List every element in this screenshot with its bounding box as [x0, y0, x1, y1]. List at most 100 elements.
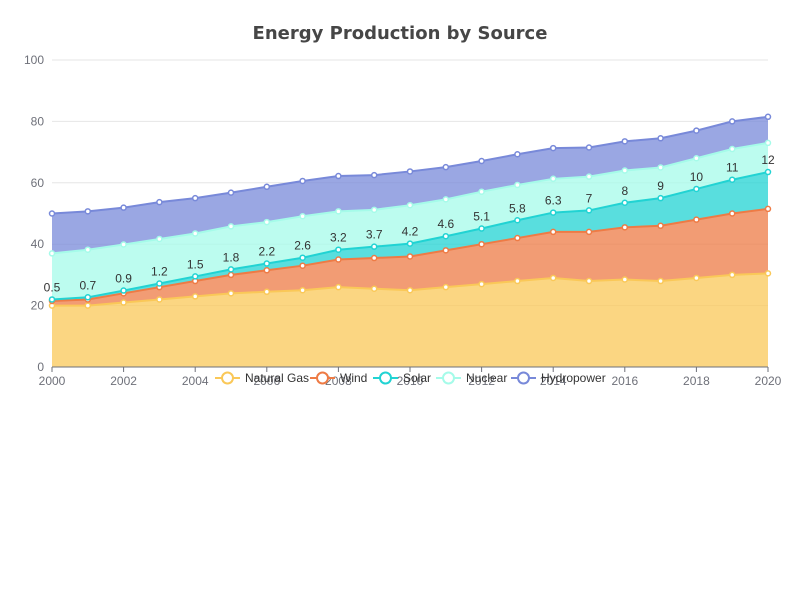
data-label-solar: 0.7: [79, 278, 96, 292]
x-tick-label: 2004: [182, 374, 209, 388]
point-hydropower: [764, 113, 772, 121]
point-solar: [191, 273, 199, 280]
point-natural-gas: [263, 288, 271, 296]
point-nuclear: [48, 250, 56, 257]
point-natural-gas: [621, 276, 629, 283]
point-natural-gas: [728, 271, 736, 279]
point-natural-gas: [657, 277, 664, 285]
x-tick-label: 2014: [540, 374, 567, 388]
data-label-solar: 12: [761, 153, 775, 167]
point-hydropower: [657, 135, 664, 142]
data-label-solar: 11: [726, 161, 739, 175]
point-nuclear: [191, 230, 199, 237]
point-natural-gas: [764, 270, 772, 277]
point-hydropower: [299, 177, 306, 185]
point-wind: [693, 216, 700, 223]
point-wind: [621, 224, 629, 231]
area-hydropower: [52, 116, 768, 254]
point-hydropower: [84, 208, 92, 215]
point-hydropower: [48, 210, 56, 217]
point-nuclear: [549, 175, 557, 183]
point-hydropower: [549, 144, 557, 152]
legend-label: Nuclear: [466, 371, 507, 385]
area-nuclear: [52, 142, 768, 300]
legend-item-solar[interactable]: Solar: [373, 371, 431, 385]
x-tick-label: 2020: [755, 374, 782, 388]
legend-item-wind[interactable]: Wind: [310, 371, 367, 385]
point-wind: [442, 247, 450, 254]
point-nuclear: [156, 235, 163, 243]
data-label-solar: 5.1: [473, 210, 490, 224]
point-hydropower: [514, 150, 521, 158]
data-label-solar: 10: [690, 170, 704, 184]
point-hydropower: [120, 204, 127, 211]
x-tick-label: 2012: [468, 374, 495, 388]
point-natural-gas: [478, 280, 485, 288]
point-wind: [370, 254, 378, 262]
point-nuclear: [442, 196, 450, 203]
legend-swatch-marker: [221, 371, 234, 385]
legend-item-hydropower[interactable]: Hydropower: [511, 371, 606, 385]
point-hydropower: [621, 138, 629, 145]
legend-swatch-marker: [316, 371, 329, 385]
point-wind: [335, 256, 342, 263]
point-natural-gas: [442, 283, 450, 291]
point-natural-gas: [549, 274, 557, 282]
point-natural-gas: [299, 287, 306, 294]
point-nuclear: [585, 173, 593, 180]
point-hydropower: [585, 144, 593, 151]
legend-swatch-marker: [442, 371, 455, 385]
point-solar: [84, 294, 92, 301]
point-nuclear: [84, 246, 92, 253]
point-nuclear: [514, 181, 521, 189]
point-solar: [693, 185, 700, 193]
data-label-solar: 3.2: [330, 231, 347, 245]
data-label-solar: 4.2: [402, 225, 419, 239]
label-layer: 0.5 0.7 0.9 1.2 1.5 1.8 2.2 2.6 3.2 3.7 4.2 4.6 5.1 5…: [44, 153, 775, 294]
y-tick-label: 40: [31, 237, 45, 251]
point-nuclear: [406, 201, 414, 209]
point-solar: [621, 199, 629, 207]
point-nuclear: [478, 188, 485, 195]
point-nuclear: [120, 241, 127, 248]
point-solar: [370, 243, 378, 250]
x-tick-label: 2002: [110, 374, 137, 388]
point-wind: [585, 228, 593, 236]
point-natural-gas: [191, 293, 199, 300]
y-tick-label: 0: [37, 360, 44, 374]
point-solar: [263, 260, 271, 267]
point-wind: [478, 240, 485, 248]
point-hydropower: [406, 168, 414, 175]
point-wind: [263, 267, 271, 274]
point-hydropower: [693, 127, 700, 134]
point-nuclear: [227, 223, 235, 230]
legend-swatch-marker: [379, 371, 392, 385]
point-wind: [406, 253, 414, 260]
legend-label: Hydropower: [541, 371, 606, 385]
point-wind: [549, 228, 557, 236]
point-hydropower: [370, 171, 378, 179]
point-solar: [48, 296, 56, 303]
point-layer: [48, 113, 772, 309]
y-tick-label: 60: [31, 176, 45, 190]
point-solar: [478, 225, 485, 232]
x-tick-label: 2010: [397, 374, 424, 388]
legend-item-natural-gas[interactable]: Natural Gas: [215, 371, 309, 385]
legend-item-nuclear[interactable]: Nuclear: [436, 371, 507, 385]
legend-label: Natural Gas: [245, 371, 309, 385]
point-solar: [657, 194, 664, 202]
point-nuclear: [370, 206, 378, 214]
point-natural-gas: [335, 283, 342, 291]
point-hydropower: [442, 163, 450, 171]
point-hydropower: [227, 189, 235, 196]
data-label-solar: 6.3: [545, 194, 562, 208]
point-nuclear: [335, 208, 342, 215]
point-natural-gas: [84, 302, 92, 309]
point-natural-gas: [585, 277, 593, 285]
y-tick-label: 80: [31, 114, 45, 128]
data-label-solar: 0.5: [44, 280, 61, 294]
legend-label: Solar: [403, 371, 431, 385]
x-tick-label: 2006: [253, 374, 280, 388]
